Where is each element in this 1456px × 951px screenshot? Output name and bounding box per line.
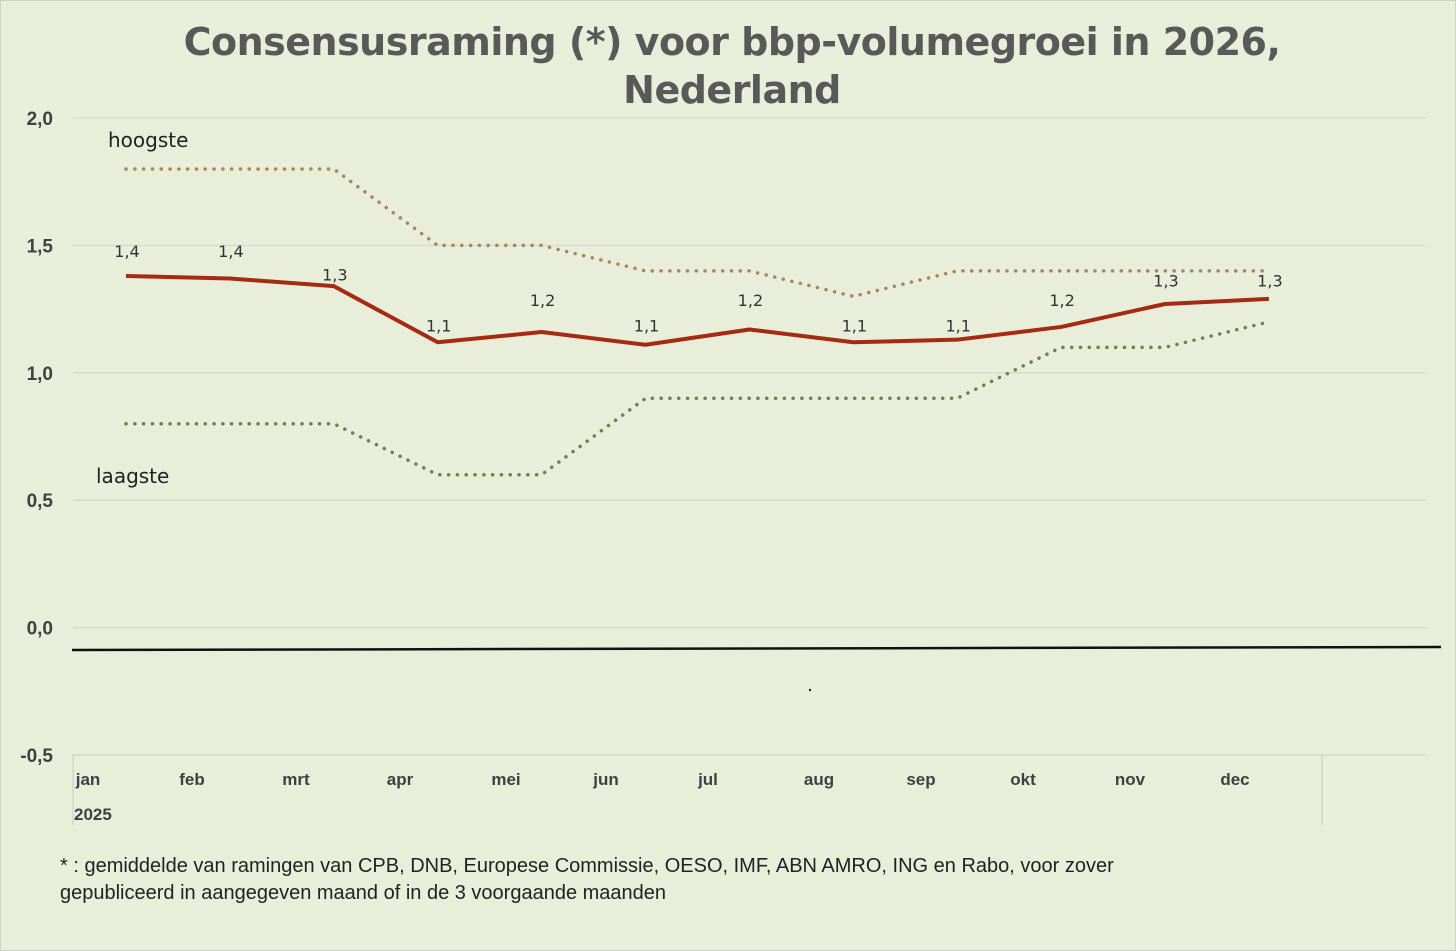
stray-dot xyxy=(808,688,812,692)
chart-title-line-2: Nederland xyxy=(623,68,841,112)
x-year-label: 2025 xyxy=(74,805,112,824)
x-tick-label: nov xyxy=(1115,770,1146,789)
footnote-line-2: gepubliceerd in aangegeven maand of in d… xyxy=(60,882,667,904)
data-label: 1,1 xyxy=(426,316,451,335)
x-tick-label: okt xyxy=(1010,770,1036,789)
x-tick-label: jan xyxy=(75,770,101,789)
baseline xyxy=(71,645,1442,652)
x-tick-label: aug xyxy=(804,770,834,789)
x-tick-label: dec xyxy=(1220,770,1249,789)
chart-title-line-1: Consensusraming (*) voor bbp-volumegroei… xyxy=(183,20,1281,64)
x-tick-label: apr xyxy=(387,770,414,789)
data-label: 1,4 xyxy=(218,242,243,261)
x-tick-label: mrt xyxy=(282,770,310,789)
x-tick-label: sep xyxy=(906,770,935,789)
annotation-laagste: laagste xyxy=(96,464,169,488)
x-tick-label: mei xyxy=(491,770,520,789)
data-label: 1,1 xyxy=(634,316,659,335)
x-tick-label: feb xyxy=(179,770,205,789)
series-line-laagste xyxy=(124,320,1271,477)
y-tick-label: 2,0 xyxy=(27,109,53,130)
y-tick-label: -0,5 xyxy=(20,746,53,767)
series-line-consensus xyxy=(125,273,1269,347)
data-label: 1,3 xyxy=(1257,271,1282,290)
footnote: * : gemiddelde van ramingen van CPB, DNB… xyxy=(60,853,1340,907)
data-label: 1,2 xyxy=(1049,291,1074,310)
y-tick-label: 1,5 xyxy=(27,236,54,257)
annotation-hoogste: hoogste xyxy=(108,128,188,152)
chart-title: Consensusraming (*) voor bbp-volumegroei… xyxy=(0,18,1456,114)
data-label: 1,3 xyxy=(322,265,347,284)
y-tick-label: 1,0 xyxy=(27,364,53,385)
data-label: 1,2 xyxy=(738,291,763,310)
data-label: 1,1 xyxy=(945,316,970,335)
x-tick-label: jul xyxy=(697,770,718,789)
data-label: 1,4 xyxy=(114,242,139,261)
footnote-line-1: * : gemiddelde van ramingen van CPB, DNB… xyxy=(60,855,1114,877)
data-label: 1,1 xyxy=(842,316,867,335)
y-tick-label: 0,0 xyxy=(27,619,53,640)
data-label: 1,2 xyxy=(530,291,555,310)
series-line-hoogste xyxy=(124,167,1271,299)
y-tick-label: 0,5 xyxy=(27,491,54,512)
data-label: 1,3 xyxy=(1153,271,1178,290)
x-tick-label: jun xyxy=(592,770,619,789)
